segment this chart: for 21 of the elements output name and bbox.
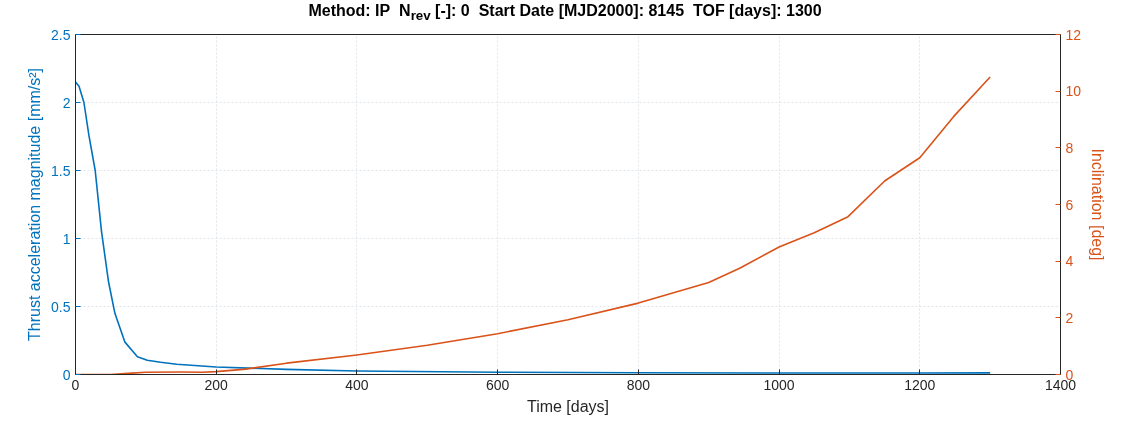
y-tick-label: 0.5: [51, 298, 71, 315]
y-tick-label: 1.5: [51, 162, 71, 179]
x-tick-label: 1200: [904, 376, 936, 393]
chart-title: Method: IP N$_{rev}$ [-]: 0 Start Date [MJD2000]: 8145 TOF [days]: 1300: [307, 1, 823, 26]
y2-tick-label: 6: [1065, 196, 1074, 213]
x-tick-label: 400: [345, 376, 369, 393]
y-tick-label: 2: [62, 94, 71, 111]
y-tick-label: 1: [62, 230, 71, 247]
y2-tick-label: 2: [1065, 309, 1074, 326]
y2-tick-label: 4: [1065, 253, 1074, 270]
y2-tick-label: 8: [1065, 139, 1074, 156]
x-tick-label: 800: [626, 376, 651, 393]
x-axis-title: Time [days]: [526, 397, 610, 415]
y-tick-label: 2.5: [51, 26, 71, 43]
y2-tick-label: 12: [1065, 26, 1082, 43]
x-tick-label: 1000: [763, 376, 795, 393]
x-tick-label: 200: [204, 376, 229, 393]
y2-axis-title: Inclination [deg]: [1089, 148, 1107, 261]
y2-tick-label: 10: [1065, 83, 1082, 100]
y-axis-title: Thrust acceleration magnitude [mm/s²]: [26, 68, 44, 341]
x-tick-label: 600: [485, 376, 510, 393]
